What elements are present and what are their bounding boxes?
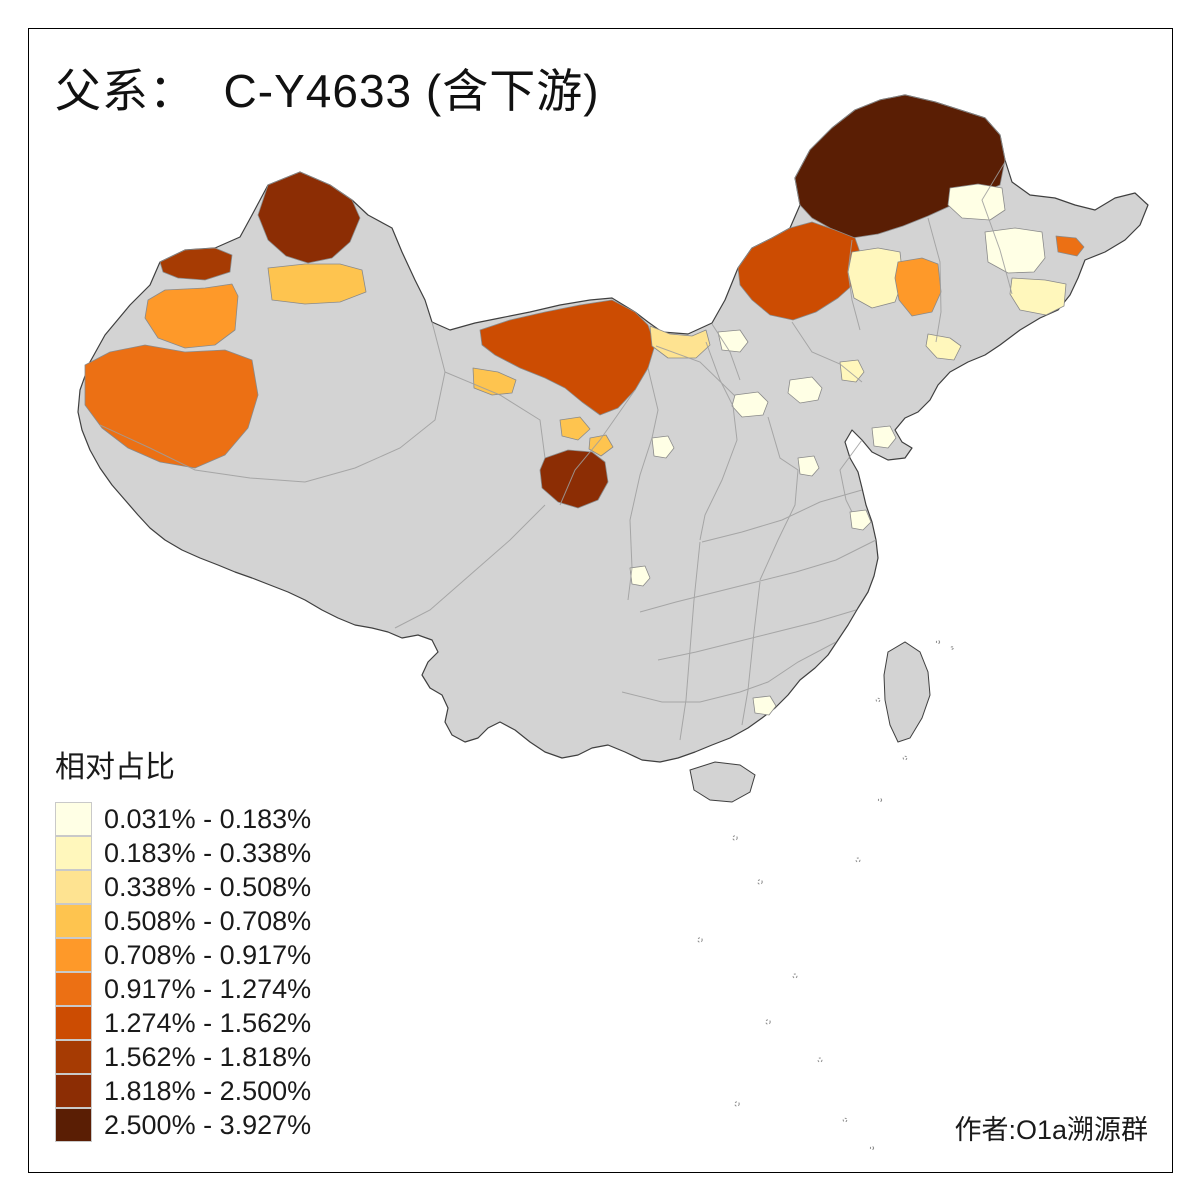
map-region: [267, 263, 367, 305]
legend-label: 1.274% - 1.562%: [104, 1007, 312, 1038]
author-credit: 作者:O1a溯源群: [954, 1115, 1148, 1145]
map-region: [797, 455, 820, 477]
map-region: [787, 376, 823, 404]
legend-row: 1.562% - 1.818%: [55, 1040, 311, 1074]
map-region: [871, 425, 897, 449]
legend-swatch: [55, 1074, 92, 1108]
legend-label: 0.031% - 0.183%: [104, 803, 312, 834]
legend-label: 1.562% - 1.818%: [104, 1041, 312, 1072]
map-region: [651, 435, 675, 459]
legend-swatch: [55, 1006, 92, 1040]
map-region: [839, 359, 865, 383]
south-china-sea-islands: [697, 639, 954, 1151]
legend-label: 2.500% - 3.927%: [104, 1109, 312, 1140]
legend-swatch: [55, 938, 92, 972]
legend-row: 0.917% - 1.274%: [55, 972, 311, 1006]
map-region: [984, 227, 1046, 274]
map-region: [1009, 277, 1067, 316]
legend-title: 相对占比: [55, 751, 175, 784]
legend-rows: 0.031% - 0.183% 0.183% - 0.338% 0.338% - 0…: [55, 802, 311, 1142]
map-region: [257, 171, 361, 264]
legend-row: 0.031% - 0.183%: [55, 802, 311, 836]
legend-label: 0.338% - 0.508%: [104, 871, 312, 902]
legend-row: 1.274% - 1.562%: [55, 1006, 311, 1040]
map-region: [629, 565, 651, 587]
taiwan-island: [883, 641, 931, 743]
legend-swatch: [55, 1108, 92, 1142]
legend: 相对占比 0.031% - 0.183% 0.183% - 0.338% 0.338…: [55, 742, 311, 1142]
legend-label: 0.708% - 0.917%: [104, 939, 312, 970]
map-region: [847, 247, 904, 309]
map-region: [159, 247, 233, 281]
legend-swatch: [55, 1040, 92, 1074]
legend-row: 2.500% - 3.927%: [55, 1108, 311, 1142]
map-regions: [84, 94, 1085, 716]
legend-label: 0.508% - 0.708%: [104, 905, 312, 936]
map-region: [84, 344, 259, 469]
map-region: [752, 695, 777, 716]
page-title: 父系： C-Y4633 (含下游): [55, 65, 600, 117]
legend-label: 0.183% - 0.338%: [104, 837, 312, 868]
legend-row: 0.508% - 0.708%: [55, 904, 311, 938]
legend-label: 0.917% - 1.274%: [104, 973, 312, 1004]
province-borders: [99, 161, 1013, 741]
map-region: [649, 325, 711, 359]
map-region: [894, 257, 942, 317]
map-region: [947, 183, 1006, 221]
legend-label: 1.818% - 2.500%: [104, 1075, 312, 1106]
legend-swatch: [55, 904, 92, 938]
legend-swatch: [55, 802, 92, 836]
map-region: [144, 283, 239, 349]
map-region: [1055, 235, 1085, 257]
legend-row: 0.183% - 0.338%: [55, 836, 311, 870]
legend-row: 0.338% - 0.508%: [55, 870, 311, 904]
legend-swatch: [55, 972, 92, 1006]
legend-swatch: [55, 836, 92, 870]
hainan-island: [689, 761, 756, 803]
map-region: [559, 416, 591, 441]
legend-swatch: [55, 870, 92, 904]
legend-row: 0.708% - 0.917%: [55, 938, 311, 972]
map-region: [717, 329, 749, 353]
map-region: [539, 449, 609, 509]
legend-row: 1.818% - 2.500%: [55, 1074, 311, 1108]
map-region: [849, 509, 872, 531]
map-region: [731, 391, 769, 418]
map-region: [925, 333, 962, 361]
